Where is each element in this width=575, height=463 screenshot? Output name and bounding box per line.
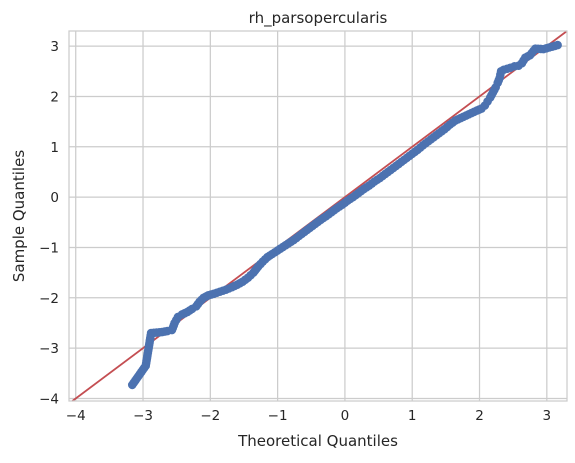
chart-title: rh_parsopercularis	[249, 9, 388, 28]
qq-point	[539, 44, 548, 54]
x-tick-label: 2	[475, 408, 484, 424]
qq-point	[553, 40, 562, 50]
y-tick-label: −3	[39, 341, 59, 357]
x-tick-label: −2	[200, 408, 220, 424]
x-axis-label: Theoretical Quantiles	[237, 432, 398, 450]
qq-point	[243, 273, 253, 282]
y-tick-labels: −4 −3 −2 −1 0 1 2 3	[39, 39, 59, 407]
grid	[69, 31, 567, 401]
qq-point	[495, 73, 505, 83]
x-tick-label: 3	[543, 408, 552, 424]
y-axis-label: Sample Quantiles	[10, 150, 28, 282]
qq-point	[167, 325, 177, 335]
y-tick-label: 1	[50, 140, 59, 156]
y-tick-label: −4	[39, 391, 59, 407]
qq-point	[127, 380, 137, 390]
x-tick-label: 1	[408, 408, 417, 424]
qq-point	[141, 361, 151, 371]
x-tick-labels: −4 −3 −2 −1 0 1 2 3	[66, 408, 551, 424]
qq-point	[249, 268, 258, 277]
y-tick-label: 2	[50, 89, 59, 105]
y-tick-label: 3	[50, 39, 59, 55]
y-tick-label: 0	[50, 190, 59, 206]
x-tick-label: −4	[66, 408, 86, 424]
x-tick-label: −1	[268, 408, 288, 424]
plot-frame	[68, 30, 568, 402]
x-tick-label: −3	[133, 408, 153, 424]
y-tick-label: −2	[39, 291, 59, 307]
qq-point	[531, 44, 540, 53]
qq-point	[525, 50, 535, 60]
data-points	[127, 40, 562, 390]
y-tick-label: −1	[39, 240, 59, 256]
x-tick-label: 0	[341, 408, 350, 424]
